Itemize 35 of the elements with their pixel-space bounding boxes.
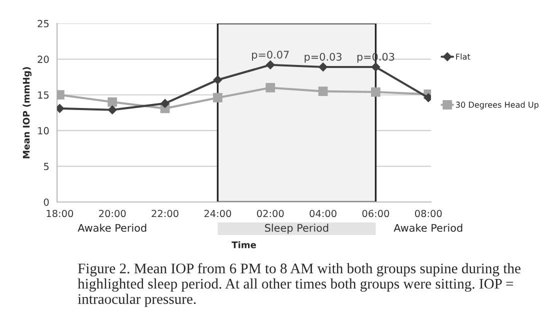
point [318,86,328,96]
x-tick-label: 02:00 [257,210,284,218]
point [213,75,222,84]
y-tick-label: 20 [38,56,49,63]
x-tick-label: 20:00 [99,210,126,218]
y-tick-label: 0 [44,198,49,206]
point [108,105,117,114]
point [318,62,328,72]
x-tick-label: 06:00 [362,210,390,218]
point [160,98,170,108]
x-tick-label: 24:00 [204,210,232,218]
x-tick-label: 04:00 [310,210,336,218]
annotation: p=0.03 [304,52,342,63]
point [371,62,380,72]
point [424,93,432,102]
y-tick-label: 10 [38,127,49,134]
legend-label: 30 Degrees Head Up [456,102,538,110]
x-tick-label: 08:00 [415,210,442,218]
point [371,87,380,97]
x-tick-label: 22:00 [152,210,178,218]
text: Awake Period [394,224,462,232]
legend-label: Flat [456,53,470,60]
x-tick-label: 18:00 [46,210,74,218]
y-axis-title: Mean IOP (mmHg) [22,67,32,158]
annotation: p=0.07 [252,50,289,61]
caption: Figure 2. Mean IOP from 6 PM to 8 AM with both groups supine during the highlighted sleep period. At all other times both groups were sitting. IOP = intraocular pressure. [78,262,520,307]
text: Awake Period [78,224,146,232]
band-label: Sleep Period [265,224,328,234]
point [213,93,222,102]
y-tick-label: 5 [44,162,49,170]
y-tick-label: 25 [38,20,49,28]
point [266,83,276,92]
y-tick-label: 15 [38,91,49,99]
x-axis-title: Time [232,241,256,248]
point [108,97,118,107]
